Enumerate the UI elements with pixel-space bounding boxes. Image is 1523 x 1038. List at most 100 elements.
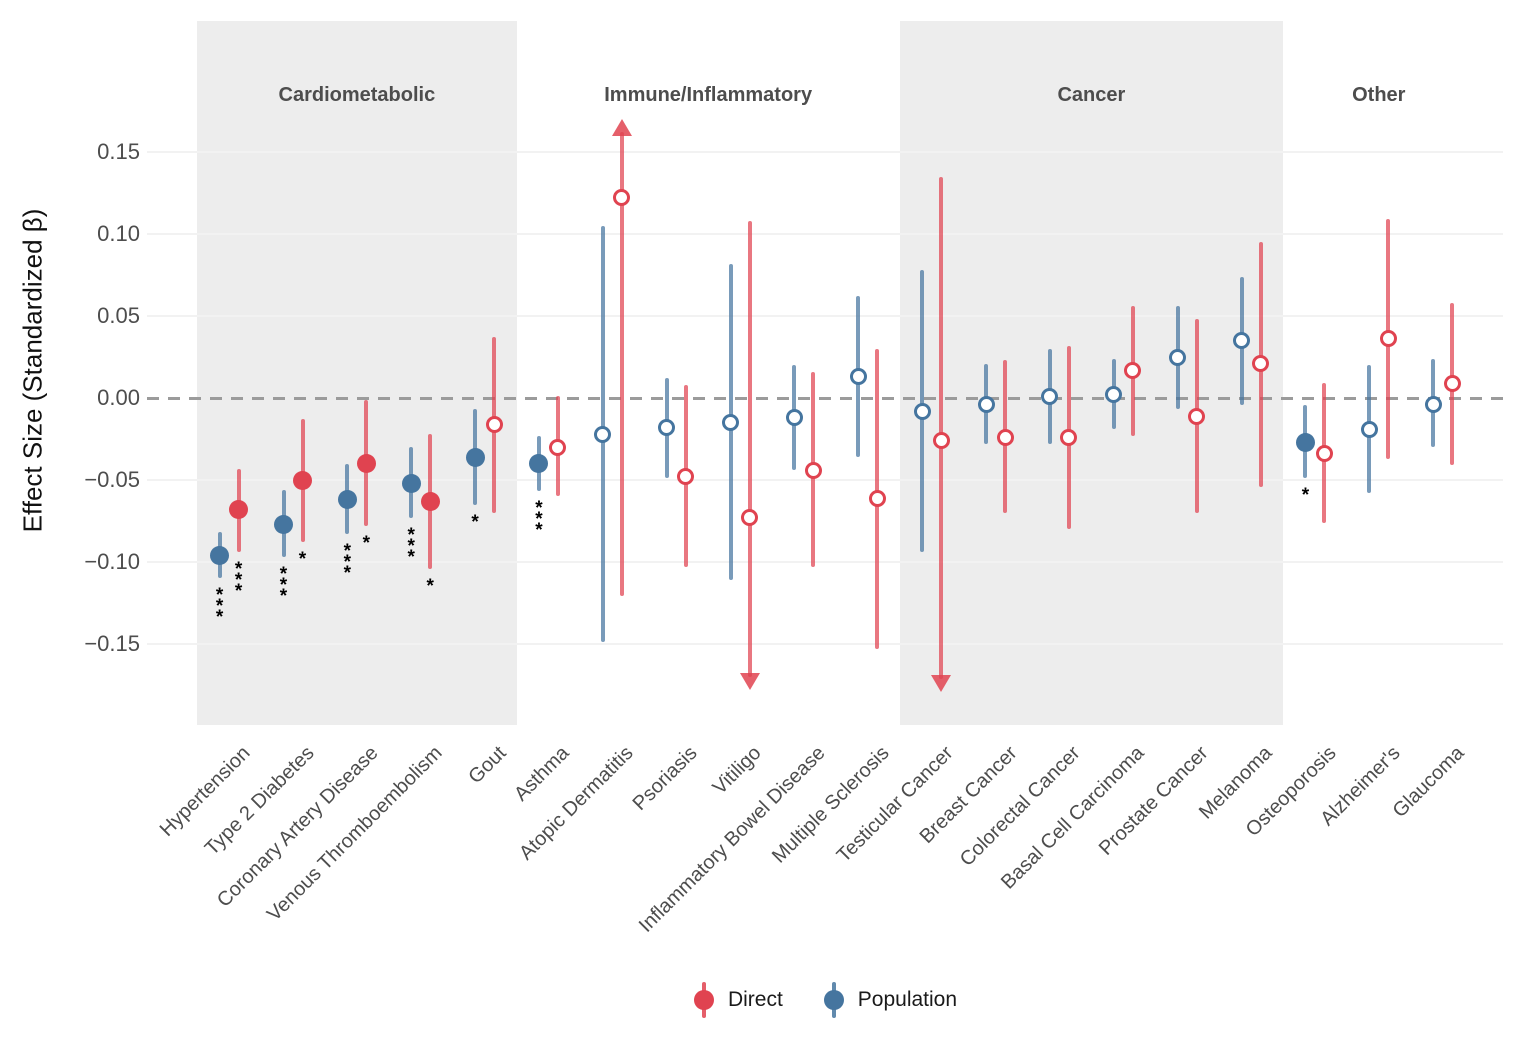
point-gout-direct <box>485 415 503 433</box>
point-alzheimer-s-direct <box>1379 330 1397 348</box>
point-gout-population <box>465 447 485 467</box>
legend-item-population: Population <box>823 982 957 1018</box>
point-coronary-artery-disease-direct <box>356 454 376 474</box>
category-label-inflammatory-bowel-disease: Inflammatory Bowel Disease <box>634 742 830 937</box>
point-vitiligo-direct <box>741 509 759 527</box>
sig-stars-gout-population: * <box>471 511 479 533</box>
point-testicular-cancer-direct <box>932 432 950 450</box>
category-label-hypertension: Hypertension <box>155 742 255 841</box>
direct-pointrange-icon <box>693 982 715 1018</box>
gridline--0.05 <box>147 479 1503 481</box>
legend-label-direct: Direct <box>727 988 783 1011</box>
point-multiple-sclerosis-direct <box>868 489 886 507</box>
point-testicular-cancer-population <box>913 402 931 420</box>
population-pointrange-icon <box>823 982 845 1018</box>
point-colorectal-cancer-population <box>1041 387 1059 405</box>
sig-stars-venous-thromboembolism-direct: * <box>426 575 434 597</box>
point-asthma-population <box>529 454 549 474</box>
category-label-venous-thromboembolism: Venous Thromboembolism <box>262 742 447 926</box>
gridline--0.15 <box>147 643 1503 645</box>
category-label-type-2-diabetes: Type 2 Diabetes <box>200 742 319 860</box>
point-prostate-cancer-direct <box>1188 407 1206 425</box>
zero-reference-line <box>147 396 1503 400</box>
point-coronary-artery-disease-population <box>337 490 357 510</box>
point-colorectal-cancer-direct <box>1060 428 1078 446</box>
point-inflammatory-bowel-disease-population <box>785 409 803 427</box>
ytick-label-0.15: 0.15 <box>97 139 140 164</box>
point-melanoma-direct <box>1252 355 1270 373</box>
ytick-label-0.05: 0.05 <box>97 303 140 328</box>
category-label-alzheimer-s: Alzheimer's <box>1316 742 1405 831</box>
sig-stars-hypertension-direct: * * * <box>234 559 243 603</box>
gridline--0.1 <box>147 561 1503 563</box>
legend-item-direct: Direct <box>693 982 783 1018</box>
category-label-multiple-sclerosis: Multiple Sclerosis <box>767 742 894 868</box>
point-venous-thromboembolism-direct <box>420 491 440 511</box>
gridline-0.05 <box>147 315 1503 317</box>
sig-stars-osteoporosis-population: * <box>1301 485 1310 507</box>
ci-line-vitiligo-direct <box>747 220 752 677</box>
sig-stars-type-2-diabetes-population: * * * <box>279 564 288 608</box>
category-label-coronary-artery-disease: Coronary Artery Disease <box>212 742 383 912</box>
sig-stars-asthma-population: * * * <box>535 498 543 542</box>
sig-stars-type-2-diabetes-direct: * <box>298 549 307 571</box>
point-asthma-direct <box>549 438 567 456</box>
category-label-vitiligo: Vitiligo <box>708 742 766 799</box>
point-glaucoma-population <box>1424 396 1442 414</box>
sig-stars-coronary-artery-disease-direct: * <box>362 532 371 554</box>
category-label-prostate-cancer: Prostate Cancer <box>1094 742 1213 860</box>
point-basal-cell-carcinoma-direct <box>1124 361 1142 379</box>
point-breast-cancer-population <box>977 396 995 414</box>
arrow-down-vitiligo-direct <box>739 672 760 690</box>
category-label-asthma: Asthma <box>510 742 575 806</box>
panel-header-cancer: Cancer <box>1057 84 1126 106</box>
point-vitiligo-population <box>722 414 740 432</box>
point-basal-cell-carcinoma-population <box>1105 386 1123 404</box>
point-venous-thromboembolism-population <box>401 473 421 493</box>
category-label-gout: Gout <box>463 742 511 789</box>
point-atopic-dermatitis-direct <box>613 189 631 207</box>
ytick-label--0.05: −0.05 <box>84 467 140 492</box>
point-atopic-dermatitis-population <box>594 425 612 443</box>
arrow-up-atopic-dermatitis-direct <box>611 119 632 137</box>
point-glaucoma-direct <box>1443 374 1461 392</box>
sig-stars-hypertension-population: * * * <box>215 585 224 629</box>
category-label-breast-cancer: Breast Cancer <box>915 742 1022 848</box>
point-inflammatory-bowel-disease-direct <box>804 461 822 479</box>
legend-label-population: Population <box>857 988 958 1011</box>
point-psoriasis-population <box>658 419 676 437</box>
gridline-0.15 <box>147 151 1503 153</box>
point-alzheimer-s-population <box>1360 420 1378 438</box>
point-hypertension-population <box>210 545 230 565</box>
ytick-label-0.1: 0.10 <box>97 221 140 246</box>
ci-line-testicular-cancer-direct <box>939 176 944 679</box>
arrow-down-testicular-cancer-direct <box>931 674 952 692</box>
category-label-melanoma: Melanoma <box>1195 742 1277 824</box>
legend: Direct Population <box>147 982 1503 1018</box>
sig-stars-coronary-artery-disease-population: * * * <box>343 541 352 585</box>
point-psoriasis-direct <box>677 468 695 486</box>
point-type-2-diabetes-population <box>274 514 293 534</box>
panel-header-immune-inflammatory: Immune/Inflammatory <box>604 84 813 106</box>
category-label-atopic-dermatitis: Atopic Dermatitis <box>515 742 638 865</box>
gridline-0.1 <box>147 233 1503 235</box>
panel-header-other: Other <box>1352 84 1406 106</box>
ci-line-atopic-dermatitis-direct <box>619 132 624 597</box>
panel-shade-cardiometabolic <box>197 21 517 725</box>
category-label-testicular-cancer: Testicular Cancer <box>832 742 958 867</box>
point-type-2-diabetes-direct <box>293 470 312 490</box>
point-osteoporosis-population <box>1295 432 1315 452</box>
sig-stars-venous-thromboembolism-population: * * * <box>407 524 415 568</box>
panel-shade-cancer <box>899 21 1283 725</box>
ytick-label--0.1: −0.10 <box>84 549 140 574</box>
category-label-colorectal-cancer: Colorectal Cancer <box>956 742 1085 871</box>
ytick-label--0.15: −0.15 <box>84 631 140 656</box>
category-label-basal-cell-carcinoma: Basal Cell Carcinoma <box>997 742 1149 894</box>
point-osteoporosis-direct <box>1315 445 1333 463</box>
category-label-osteoporosis: Osteoporosis <box>1241 742 1341 841</box>
point-hypertension-direct <box>229 500 249 520</box>
point-multiple-sclerosis-population <box>849 368 867 386</box>
ytick-label-0: 0.00 <box>97 385 140 410</box>
point-melanoma-population <box>1233 332 1251 350</box>
